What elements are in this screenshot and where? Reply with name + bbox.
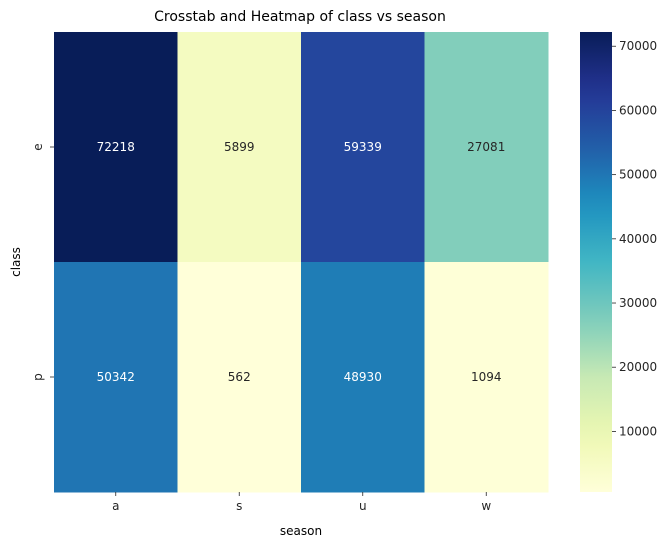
heatmap-cell xyxy=(54,32,178,263)
cell-value-label: 27081 xyxy=(467,140,505,154)
cell-value-label: 59339 xyxy=(344,140,382,154)
colorbar-tick-label: 60000 xyxy=(619,103,657,117)
x-tick-label: a xyxy=(112,499,119,513)
colorbar-tick-label: 10000 xyxy=(619,424,657,438)
heatmap-cell xyxy=(301,262,425,493)
heatmap-cells xyxy=(54,32,549,493)
heatmap-cell xyxy=(177,32,302,263)
colorbar-tick-label: 30000 xyxy=(619,296,657,310)
colorbar-tick-label: 20000 xyxy=(619,360,657,374)
y-tick-label: e xyxy=(31,143,45,150)
y-tick-label: p xyxy=(31,373,45,381)
cell-value-label: 1094 xyxy=(471,370,502,384)
x-axis-label: season xyxy=(280,524,322,538)
chart-title: Crosstab and Heatmap of class vs season xyxy=(154,9,446,25)
colorbar xyxy=(580,32,612,492)
cell-value-label: 50342 xyxy=(97,370,135,384)
heatmap-cell xyxy=(177,262,302,493)
x-tick-label: u xyxy=(359,499,367,513)
colorbar-tick-label: 50000 xyxy=(619,168,657,182)
heatmap-cell xyxy=(424,262,549,493)
heatmap-cell-labels: 72218 5899 59339 27081 50342 562 48930 1094 xyxy=(97,140,506,384)
heatmap-cell xyxy=(54,262,178,493)
x-tick-label: s xyxy=(236,499,242,513)
y-axis-ticks: ep xyxy=(31,143,54,381)
x-tick-label: w xyxy=(481,499,491,513)
cell-value-label: 48930 xyxy=(344,370,382,384)
heatmap-cell xyxy=(301,32,425,263)
cell-value-label: 5899 xyxy=(224,140,255,154)
colorbar-tick-label: 70000 xyxy=(619,39,657,53)
y-axis-label: class xyxy=(9,247,23,277)
heatmap-cell xyxy=(424,32,549,263)
cell-value-label: 562 xyxy=(228,370,251,384)
colorbar-tick-label: 40000 xyxy=(619,232,657,246)
colorbar-ticks: 10000 20000 30000 40000 50000 60000 70000 xyxy=(612,39,657,438)
cell-value-label: 72218 xyxy=(97,140,135,154)
